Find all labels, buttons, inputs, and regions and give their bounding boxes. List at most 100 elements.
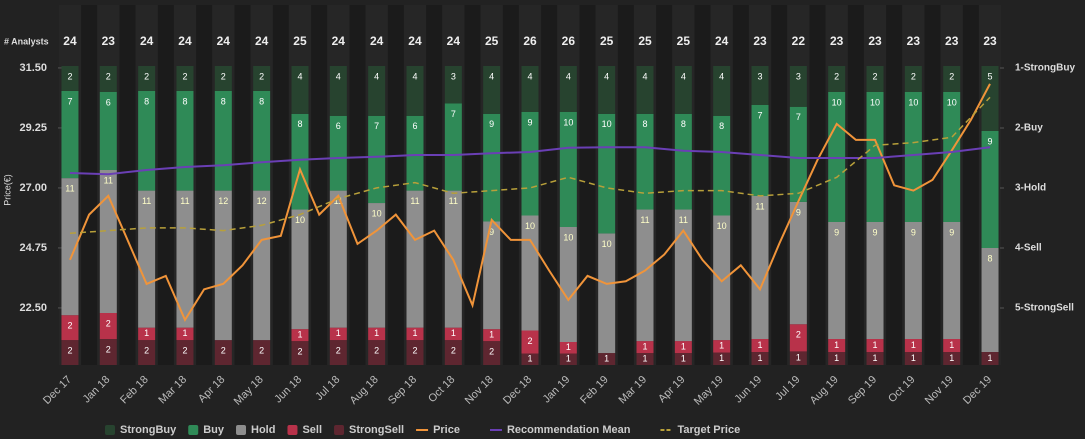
bar-segment xyxy=(943,352,961,365)
bar-segment xyxy=(751,339,769,352)
bar-segment xyxy=(291,341,309,365)
legend-label: Buy xyxy=(203,424,225,436)
bar-segment xyxy=(138,66,156,91)
bar-segment xyxy=(713,66,731,116)
bar-value-label: 1 xyxy=(911,353,916,363)
bar-segment xyxy=(904,352,922,365)
bar-value-label: 1 xyxy=(643,353,648,363)
bar-segment xyxy=(291,209,309,330)
bar-value-label: 1 xyxy=(873,340,878,350)
analyst-count: 25 xyxy=(677,34,691,48)
bar-segment xyxy=(828,339,846,352)
bar-segment xyxy=(61,66,79,91)
bar-segment xyxy=(904,66,922,92)
bar-segment xyxy=(483,221,501,330)
bar-segment xyxy=(253,190,271,341)
bar-segment xyxy=(138,90,156,191)
bar-segment xyxy=(329,340,347,365)
bar-segment xyxy=(483,113,501,222)
bar-segment xyxy=(789,351,807,365)
bar-segment xyxy=(176,66,194,91)
bar-segment xyxy=(866,352,884,365)
y2-tick-label: 2-Buy xyxy=(1015,123,1043,134)
bar-value-label: 2 xyxy=(67,71,72,81)
bar-value-label: 11 xyxy=(104,175,113,185)
bar-segment xyxy=(99,313,117,339)
bar-value-label: 8 xyxy=(221,96,226,106)
bar-value-label: 10 xyxy=(947,97,957,107)
analyst-count: 24 xyxy=(408,34,422,48)
bar-value-label: 1 xyxy=(988,353,993,363)
analyst-count: 24 xyxy=(370,34,384,48)
analyst-count: 24 xyxy=(140,34,154,48)
y-tick-label: 27.00 xyxy=(19,182,47,194)
bar-segment xyxy=(406,327,424,341)
analyst-count: 26 xyxy=(523,34,537,48)
bar-value-label: 2 xyxy=(834,71,839,81)
bar-value-label: 8 xyxy=(681,119,686,129)
bar-value-label: 7 xyxy=(796,112,801,122)
y2-tick-label: 5-StrongSell xyxy=(1015,303,1074,314)
bar-segment xyxy=(329,115,347,191)
bar-value-label: 3 xyxy=(758,71,763,81)
bar-value-label: 11 xyxy=(755,201,764,211)
y2-tick-label: 1-StrongBuy xyxy=(1015,63,1075,74)
bar-segment xyxy=(713,340,731,353)
bar-value-label: 2 xyxy=(259,345,264,355)
bar-segment xyxy=(636,113,654,210)
y-axis-label: Price(€) xyxy=(2,174,12,206)
bar-value-label: 1 xyxy=(297,329,302,339)
bar-value-label: 9 xyxy=(834,227,839,237)
bar-value-label: 8 xyxy=(719,121,724,131)
bar-segment xyxy=(981,352,999,365)
bar-segment xyxy=(406,190,424,328)
legend-label: Recommendation Mean xyxy=(507,424,631,436)
bar-value-label: 7 xyxy=(374,121,379,131)
y2-tick-label: 3-Hold xyxy=(1015,183,1046,194)
bar-value-label: 9 xyxy=(796,207,801,217)
bar-segment xyxy=(559,342,577,354)
bar-segment xyxy=(99,92,117,170)
bar-segment xyxy=(904,339,922,352)
bar-segment xyxy=(751,196,769,339)
analyst-count: 23 xyxy=(945,34,959,48)
bar-value-label: 1 xyxy=(566,342,571,352)
bar-value-label: 6 xyxy=(336,121,341,131)
bar-value-label: 11 xyxy=(65,184,74,194)
bar-segment xyxy=(828,66,846,92)
bar-value-label: 6 xyxy=(106,97,111,107)
analyst-count: 24 xyxy=(178,34,192,48)
analyst-count: 25 xyxy=(638,34,652,48)
bar-segment xyxy=(981,66,999,131)
bar-segment xyxy=(329,327,347,341)
bar-value-label: 2 xyxy=(182,345,187,355)
bar-segment xyxy=(291,66,309,114)
bar-segment xyxy=(674,353,692,365)
bar-value-label: 9 xyxy=(489,227,494,237)
bar-value-label: 1 xyxy=(949,353,954,363)
bar-value-label: 1 xyxy=(834,353,839,363)
bar-segment xyxy=(636,66,654,114)
bar-segment xyxy=(828,222,846,339)
bar-segment xyxy=(789,106,807,202)
analyst-count: 22 xyxy=(792,34,806,48)
legend-label: Target Price xyxy=(677,424,740,436)
bar-segment xyxy=(751,66,769,105)
analyst-count: 24 xyxy=(63,34,77,48)
bar-value-label: 10 xyxy=(563,232,573,242)
bar-segment xyxy=(943,66,961,92)
bar-segment xyxy=(636,209,654,342)
bar-segment xyxy=(329,190,347,328)
bar-value-label: 1 xyxy=(681,353,686,363)
bar-value-label: 2 xyxy=(106,318,111,328)
bar-value-label: 8 xyxy=(144,96,149,106)
bar-segment xyxy=(368,66,386,116)
bar-segment xyxy=(176,327,194,341)
bar-value-label: 2 xyxy=(412,345,417,355)
bar-value-label: 7 xyxy=(451,109,456,119)
bar-value-label: 9 xyxy=(911,227,916,237)
bar-segment xyxy=(981,248,999,352)
bar-value-label: 4 xyxy=(681,71,686,81)
y-tick-label: 22.50 xyxy=(19,302,47,314)
